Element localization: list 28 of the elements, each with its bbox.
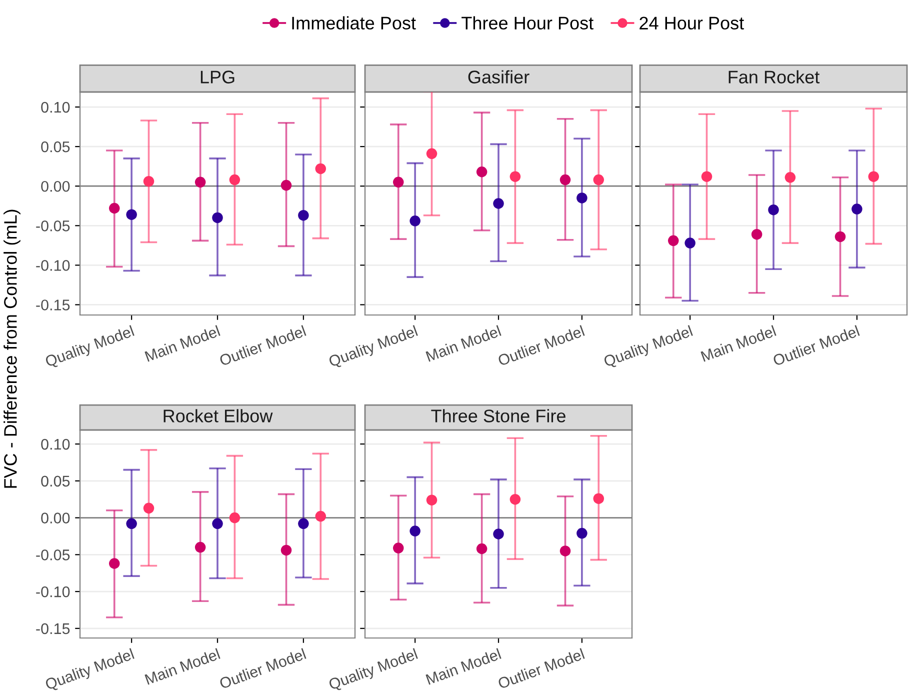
x-tick-label: Quality Model	[602, 325, 694, 370]
y-tick-label: -0.05	[36, 220, 70, 232]
y-tick-label: 0.00	[41, 180, 70, 192]
legend-label: Immediate Post	[292, 16, 416, 30]
x-tick-label: Quality Model	[44, 648, 136, 693]
y-tick-label: 0.10	[41, 102, 70, 113]
chart-title: Gasifier	[468, 70, 530, 84]
y-tick-label: 0.05	[41, 141, 70, 152]
y-tick-label: -0.15	[36, 623, 70, 634]
x-tick-label: Quality Model	[328, 648, 419, 693]
y-tick-label: -0.15	[36, 300, 70, 310]
y-tick-label: -0.05	[36, 550, 70, 560]
y-tick-label: 0.10	[41, 438, 70, 450]
x-tick-label: Quality Model	[44, 325, 136, 370]
x-tick-label: Quality Model	[328, 325, 419, 370]
chart-title: Three Stone Fire	[431, 409, 566, 422]
y-tick-label: -0.10	[36, 260, 70, 271]
y-tick-label: 0.00	[41, 512, 70, 524]
chart-title: Fan Rocket	[728, 70, 820, 84]
y-tick-label: -0.10	[36, 586, 70, 598]
y-tick-label: 0.05	[41, 476, 70, 487]
y-axis-title: FVC - Difference from Control (mL)	[4, 210, 20, 488]
chart-title: Rocket Elbow	[164, 409, 273, 422]
x-tick-label: Main Model	[144, 648, 220, 685]
chart-title: LPG	[200, 70, 234, 84]
legend-label: 24 Hour Post	[640, 16, 744, 30]
legend-label: Three Hour Post	[462, 16, 594, 30]
x-tick-label: Main Model	[144, 325, 220, 362]
